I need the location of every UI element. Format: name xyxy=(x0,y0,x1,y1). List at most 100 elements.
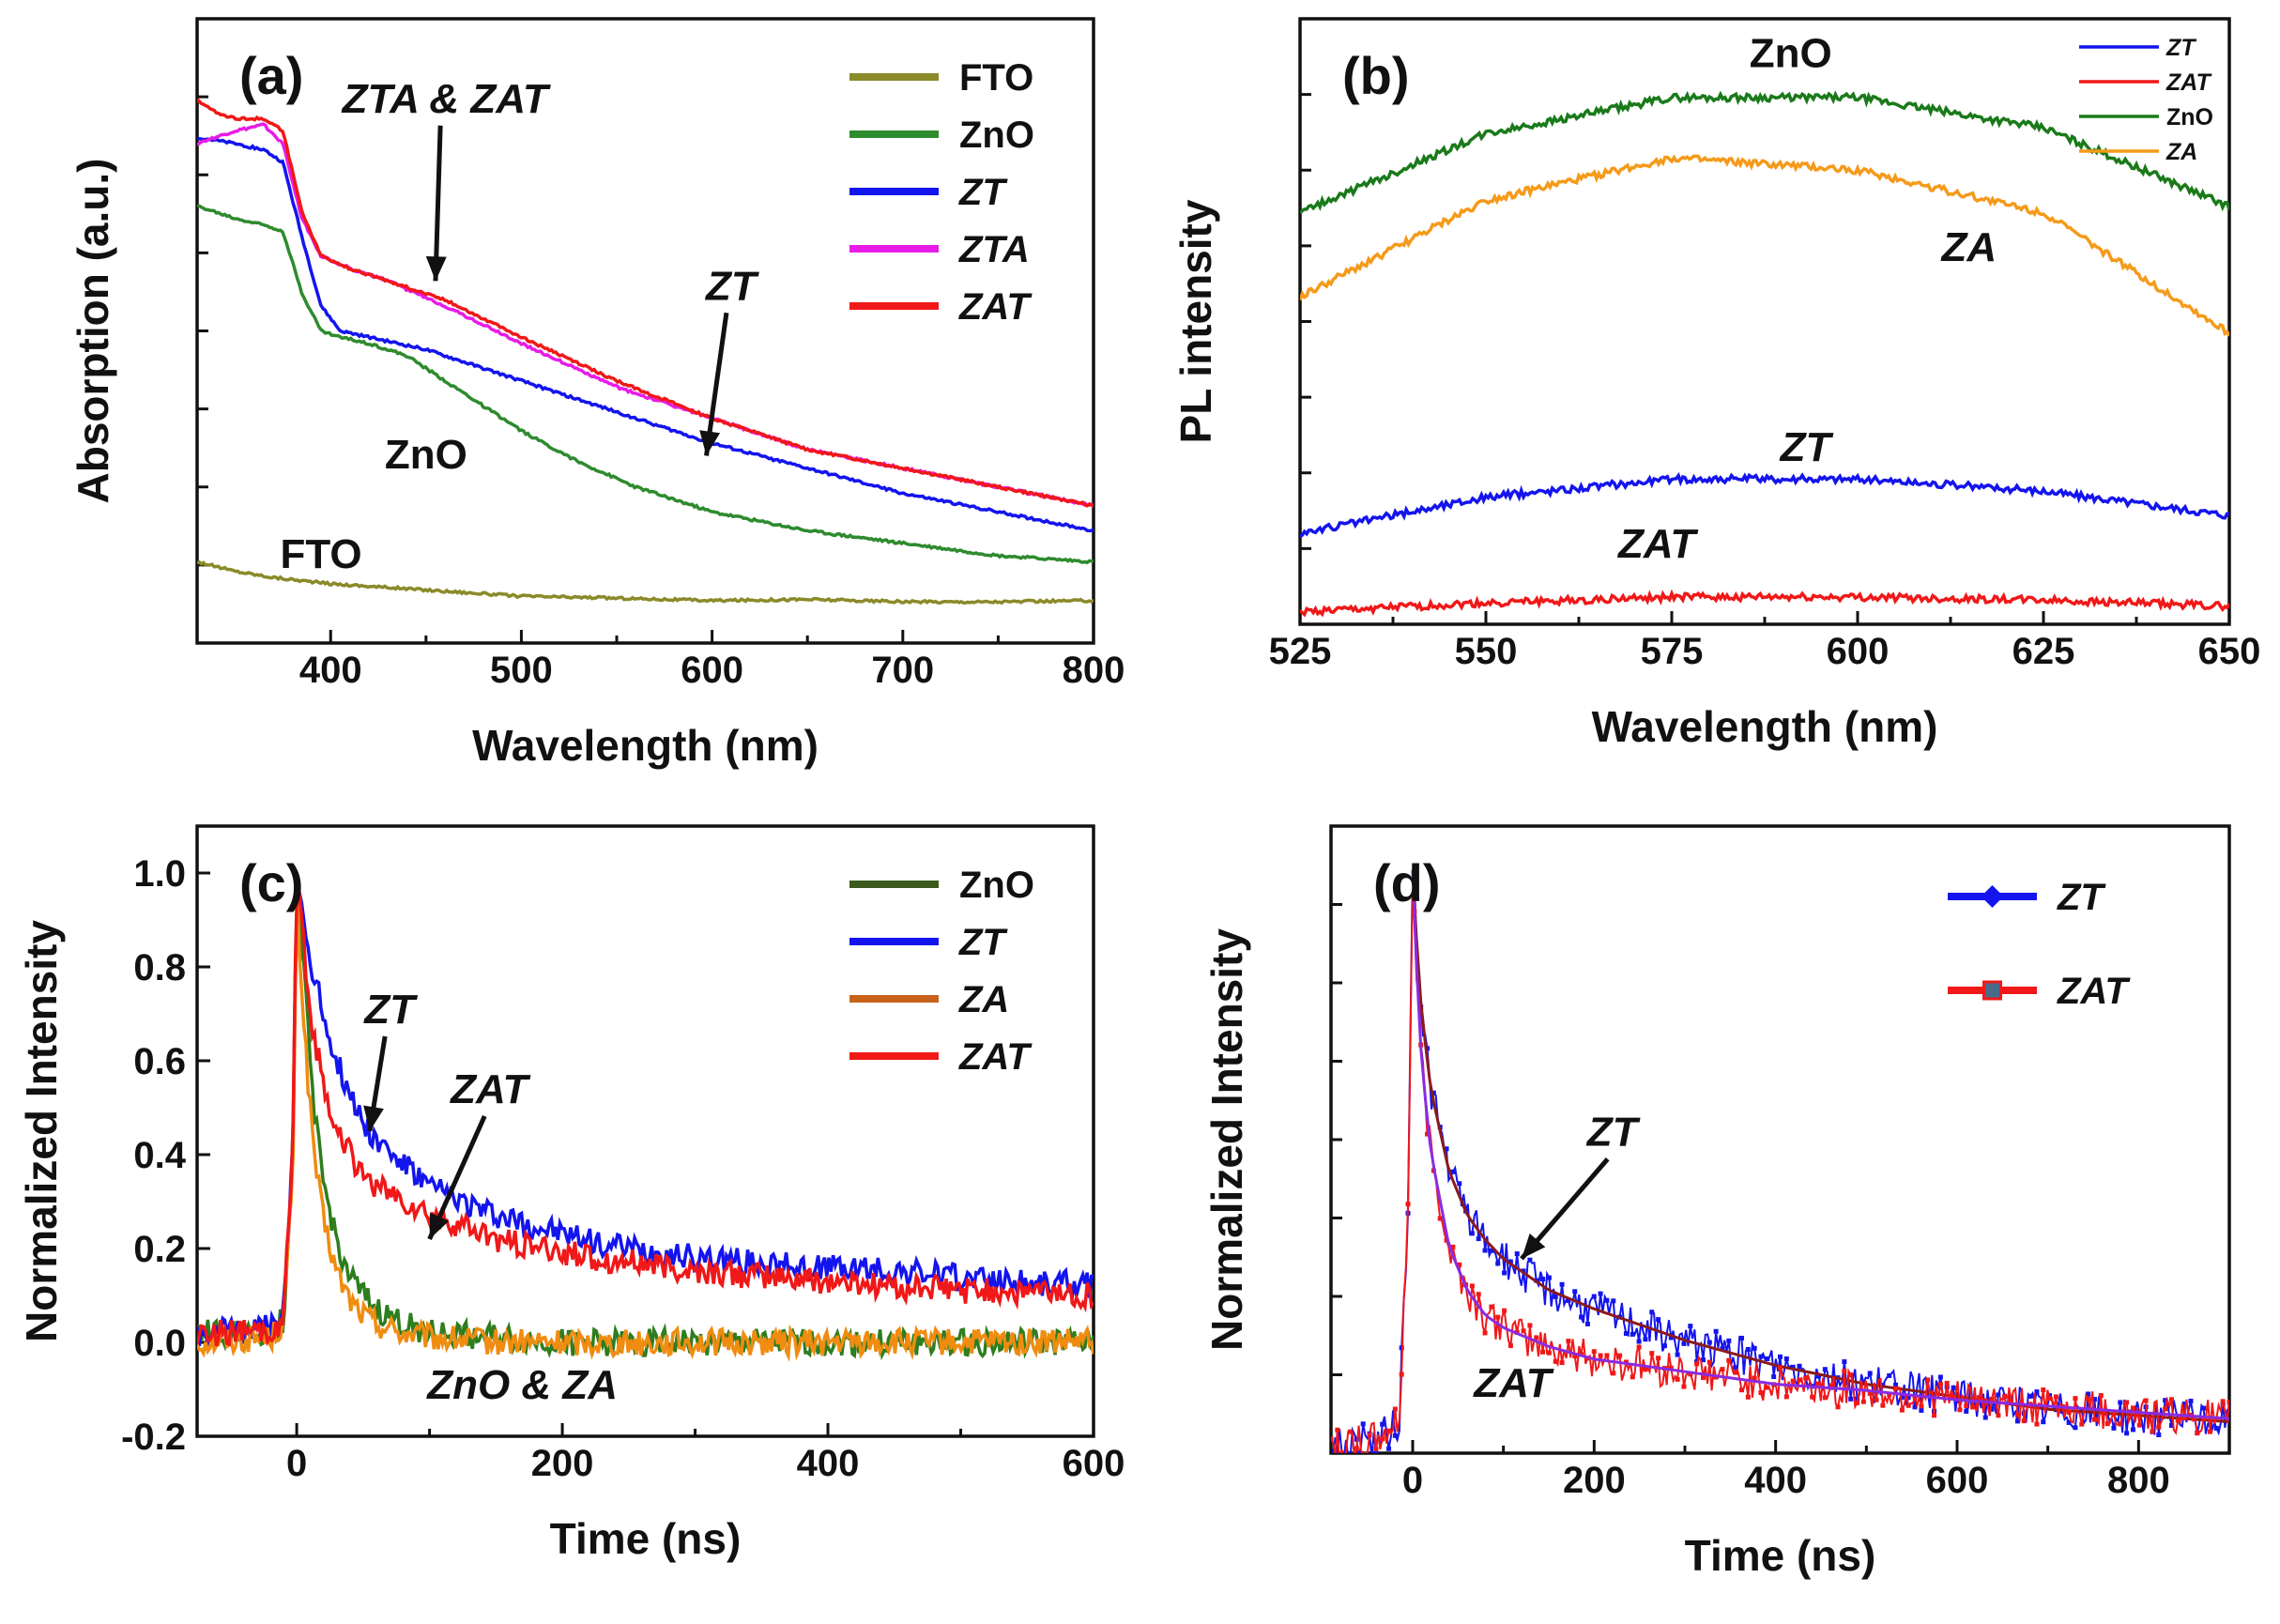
data-point xyxy=(1783,1356,1789,1361)
y-tick-label: 0.8 xyxy=(133,947,186,988)
data-point xyxy=(1668,1365,1674,1371)
data-point xyxy=(1630,1374,1635,1380)
series-line-zat xyxy=(197,98,1094,508)
data-point xyxy=(1855,1400,1860,1405)
data-point xyxy=(2053,1394,2058,1400)
data-point xyxy=(1527,1257,1533,1263)
plot-area xyxy=(197,98,1094,605)
data-point xyxy=(2021,1418,2027,1424)
data-point xyxy=(2124,1431,2130,1436)
data-point xyxy=(1649,1310,1655,1315)
data-point xyxy=(1694,1361,1700,1367)
legend-label: ZA xyxy=(958,979,1009,1020)
data-point xyxy=(1546,1275,1552,1280)
chart-panel-d: 0 200 400 600 800 Time (ns) Normalized Intensi… xyxy=(1202,824,2231,1580)
annotation-label: ZAT xyxy=(449,1066,530,1112)
data-point xyxy=(1700,1374,1706,1380)
data-point xyxy=(2073,1425,2078,1431)
data-point xyxy=(2118,1400,2123,1405)
data-point xyxy=(1623,1331,1629,1337)
data-point xyxy=(1425,1131,1431,1137)
data-point xyxy=(2195,1431,2200,1436)
data-point xyxy=(2168,1397,2174,1402)
data-point xyxy=(1546,1350,1552,1356)
data-point xyxy=(1835,1404,1841,1410)
data-point xyxy=(1976,1395,1982,1401)
data-point xyxy=(1469,1231,1475,1236)
series-line-zno xyxy=(197,881,1094,1361)
plot-area xyxy=(197,875,1094,1362)
data-point xyxy=(1540,1349,1546,1355)
data-point xyxy=(2226,1399,2229,1404)
data-point xyxy=(2111,1425,2117,1431)
panel-label: (a) xyxy=(239,46,303,105)
data-point xyxy=(1335,1427,1340,1432)
data-point xyxy=(1405,1202,1411,1207)
data-point xyxy=(1559,1281,1565,1287)
y-tick-label: 1.0 xyxy=(133,853,186,895)
data-point xyxy=(1553,1294,1558,1299)
x-tick-label: 800 xyxy=(1063,650,1125,691)
data-point xyxy=(1591,1294,1597,1299)
data-point xyxy=(1495,1314,1501,1320)
legend-marker xyxy=(1982,980,2002,1001)
annotation-arrowhead xyxy=(363,1105,384,1131)
data-point xyxy=(1829,1383,1834,1388)
x-tick-label: 600 xyxy=(1827,631,1890,672)
series-line-fto xyxy=(197,559,1094,605)
y-tick-label: 0.0 xyxy=(133,1323,186,1364)
data-point xyxy=(1867,1390,1873,1396)
data-point xyxy=(1675,1376,1680,1382)
data-point xyxy=(2014,1412,2020,1417)
data-point xyxy=(1733,1365,1738,1371)
data-point xyxy=(1495,1261,1501,1266)
data-point xyxy=(1450,1169,1456,1174)
data-point xyxy=(2111,1411,2117,1417)
data-point xyxy=(1584,1321,1590,1326)
data-point xyxy=(1341,1455,1346,1460)
data-point xyxy=(1996,1413,2001,1418)
annotation-arrow xyxy=(433,125,443,282)
data-point xyxy=(2175,1417,2181,1423)
y-tick-label: 0.2 xyxy=(133,1229,186,1270)
data-point xyxy=(1489,1248,1494,1253)
legend: ZnO ZT ZA ZAT xyxy=(849,865,1034,1078)
data-point xyxy=(1675,1352,1680,1357)
legend-label: ZT xyxy=(958,172,1008,213)
data-point xyxy=(1348,1429,1354,1434)
data-point xyxy=(1874,1397,1879,1402)
data-point xyxy=(1367,1432,1372,1438)
data-point xyxy=(1752,1375,1757,1381)
data-point xyxy=(1507,1259,1513,1264)
data-point xyxy=(1745,1346,1751,1352)
data-point xyxy=(1437,1216,1443,1221)
data-point xyxy=(1848,1396,1854,1402)
data-point xyxy=(1668,1335,1674,1341)
data-point xyxy=(1354,1446,1359,1451)
data-point xyxy=(2130,1405,2135,1411)
data-point xyxy=(1392,1432,1398,1438)
data-point xyxy=(2150,1429,2155,1434)
data-point xyxy=(1970,1404,1976,1410)
data-point xyxy=(2073,1396,2078,1402)
data-point xyxy=(1887,1391,1892,1397)
data-point xyxy=(1733,1370,1738,1375)
data-point xyxy=(1331,1435,1334,1441)
data-point xyxy=(1752,1345,1757,1351)
legend-label: ZAT xyxy=(958,1036,1033,1078)
legend: ZT ZAT ZnO ZA xyxy=(2079,35,2213,165)
data-point xyxy=(1380,1421,1385,1427)
x-tick-label: 550 xyxy=(1455,631,1518,672)
series-line-zt xyxy=(1300,471,2229,539)
data-point xyxy=(1656,1317,1661,1323)
series-line-zno xyxy=(1300,90,2229,215)
x-tick-label: 650 xyxy=(2198,631,2261,672)
legend-label: ZnO xyxy=(959,865,1034,906)
data-point xyxy=(1559,1360,1565,1366)
data-point xyxy=(2009,1399,2014,1404)
data-point xyxy=(1386,1428,1392,1433)
data-point xyxy=(2168,1422,2174,1428)
y-axis-title: Absorption (a.u.) xyxy=(69,159,117,504)
data-point xyxy=(2207,1429,2212,1434)
data-point xyxy=(2014,1418,2020,1424)
